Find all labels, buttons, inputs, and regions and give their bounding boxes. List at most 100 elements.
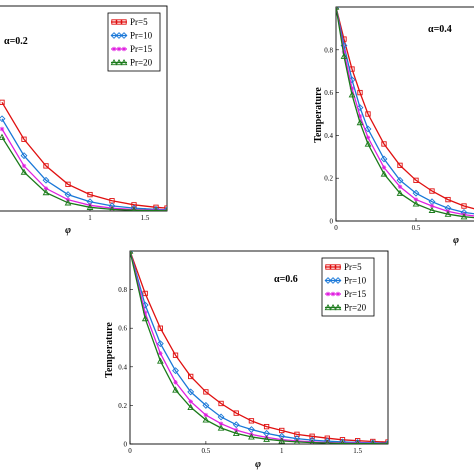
marker-star xyxy=(413,197,419,202)
marker-triangle xyxy=(348,91,356,98)
legend-entry: Pr=5 xyxy=(344,262,362,272)
x-axis-label: φ xyxy=(453,235,459,246)
marker-diamond xyxy=(396,176,404,184)
marker-diamond xyxy=(334,277,342,284)
x-axis-label: φ xyxy=(65,225,71,236)
marker-star xyxy=(294,438,300,444)
marker-triangle xyxy=(263,435,270,442)
legend-entry: Pr=15 xyxy=(344,289,367,299)
y-tick-label: 0.4 xyxy=(118,363,127,371)
marker-square xyxy=(248,418,255,424)
marker-triangle xyxy=(329,303,337,311)
marker-star xyxy=(0,126,5,132)
marker-triangle xyxy=(293,438,301,444)
marker-star xyxy=(109,205,115,211)
marker-square xyxy=(365,111,371,117)
x-tick-label: 1 xyxy=(280,447,284,455)
marker-triangle xyxy=(130,251,134,254)
marker-diamond xyxy=(187,388,195,396)
marker-square xyxy=(218,400,224,407)
marker-star xyxy=(397,184,403,189)
marker-triangle xyxy=(187,403,195,410)
marker-triangle xyxy=(20,168,28,175)
marker-triangle xyxy=(355,440,360,444)
marker-square xyxy=(188,373,194,380)
marker-triangle xyxy=(202,416,210,423)
alpha-annotation: α=0.4 xyxy=(428,24,452,35)
y-tick-label: 0.2 xyxy=(324,175,333,183)
legend: Pr=5 Pr=10 Pr=15 Pr=20 xyxy=(107,12,161,72)
legend-entry: Pr=10 xyxy=(344,276,367,286)
marker-diamond xyxy=(115,32,123,39)
marker-diamond xyxy=(0,115,6,123)
marker-square xyxy=(357,89,363,96)
marker-triangle xyxy=(444,210,452,217)
series-layer xyxy=(336,7,474,220)
marker-triangle xyxy=(110,58,118,66)
marker-triangle xyxy=(340,439,345,444)
marker-square xyxy=(325,264,331,270)
marker-square xyxy=(172,352,179,358)
alpha-annotation: α=0.2 xyxy=(4,36,28,47)
marker-triangle xyxy=(356,119,364,126)
marker-square xyxy=(65,181,71,187)
marker-triangle xyxy=(86,203,94,210)
marker-diamond xyxy=(354,439,362,444)
marker-triangle xyxy=(172,386,179,393)
marker-star xyxy=(158,351,163,356)
marker-star xyxy=(309,439,315,444)
marker-star xyxy=(330,291,336,297)
marker-triangle xyxy=(156,357,164,364)
marker-diamond xyxy=(163,206,167,211)
chart-panel-alpha-04: 0 0.2 0.4 0.6 0.8 0 0.5 α=0.4 φ Temperature xyxy=(313,6,474,246)
marker-diamond xyxy=(369,439,377,444)
y-tick-label: 0.6 xyxy=(118,325,127,333)
marker-star xyxy=(279,437,284,442)
chart-panel-alpha-02: 1 1.5 α=0.2 φ Pr=5 Pr=10 Pr=15 Pr=20 xyxy=(0,5,168,236)
marker-triangle xyxy=(42,189,50,196)
marker-square xyxy=(157,325,164,331)
marker-triangle xyxy=(309,439,315,444)
marker-diamond xyxy=(172,367,179,375)
marker-star xyxy=(142,310,148,315)
marker-star xyxy=(365,135,371,140)
marker-diamond xyxy=(232,421,240,429)
marker-diamond xyxy=(42,176,50,184)
marker-square xyxy=(203,389,209,395)
series-line xyxy=(336,7,474,219)
marker-star xyxy=(111,46,117,52)
plot-frame xyxy=(0,5,168,212)
marker-triangle xyxy=(324,439,330,444)
y-tick-label: 0.4 xyxy=(324,132,333,140)
marker-star xyxy=(203,412,209,418)
series-line xyxy=(1,118,167,211)
marker-square xyxy=(381,141,387,147)
marker-diamond xyxy=(364,125,372,133)
y-tick-label: 0 xyxy=(330,218,334,226)
marker-star xyxy=(188,399,193,404)
marker-square xyxy=(330,264,336,270)
marker-diamond xyxy=(384,439,388,444)
x-tick-label: 0 xyxy=(334,224,338,232)
marker-square xyxy=(263,423,270,430)
marker-star xyxy=(357,113,363,119)
marker-square xyxy=(142,290,148,297)
marker-triangle xyxy=(131,206,137,211)
legend: Pr=5 Pr=10 Pr=15 Pr=20 xyxy=(321,257,375,317)
marker-diamond xyxy=(110,32,118,39)
marker-star xyxy=(218,421,224,426)
marker-diamond xyxy=(64,191,72,199)
chart-panel-alpha-06: 0 0.2 0.4 0.6 0.8 0 0.5 1 1.5 α=0.6 φ Temperature Pr… xyxy=(104,250,389,470)
marker-star xyxy=(116,46,122,52)
y-axis-label: Temperature xyxy=(313,87,324,143)
marker-diamond xyxy=(217,413,225,421)
series-line xyxy=(1,128,167,211)
marker-square xyxy=(111,19,117,25)
y-tick-label: 0.8 xyxy=(118,286,127,294)
marker-star xyxy=(43,186,49,191)
marker-square xyxy=(461,203,467,209)
marker-square xyxy=(87,191,93,198)
marker-square xyxy=(21,136,27,142)
marker-square xyxy=(335,264,341,270)
